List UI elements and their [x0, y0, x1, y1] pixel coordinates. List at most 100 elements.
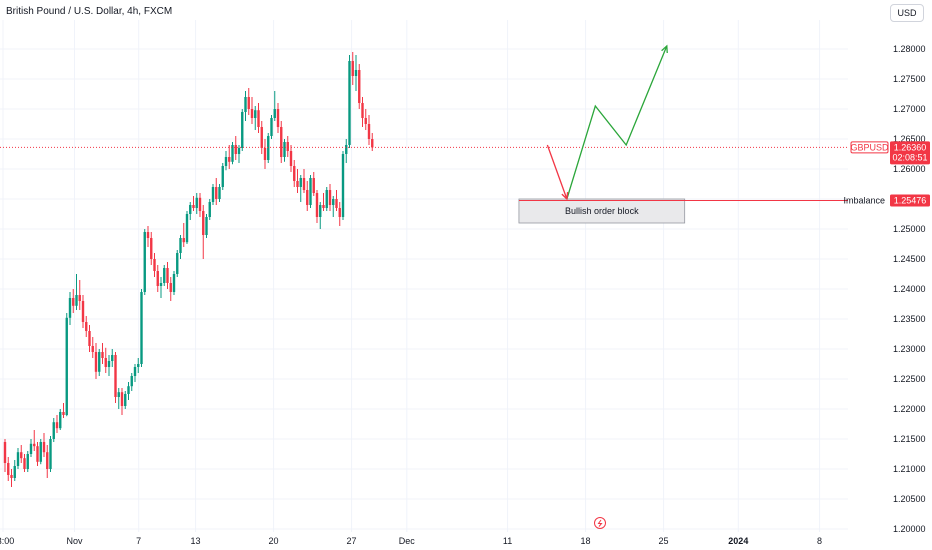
candle-body [264, 148, 266, 160]
symbol-tag-text: GBPUSD [850, 142, 889, 152]
time-tick: 7 [136, 536, 141, 546]
candle-body [82, 301, 84, 322]
candle-body [75, 295, 77, 306]
candle-body [36, 446, 38, 462]
current-price-value: 1.26360 [894, 142, 927, 152]
price-tick: 1.22000 [893, 404, 926, 414]
candle-body [7, 463, 9, 475]
candle-body [342, 154, 344, 217]
candle-body [257, 110, 259, 127]
time-tick: 20 [269, 536, 279, 546]
candle-body [280, 127, 282, 157]
candle-body [69, 298, 71, 318]
price-tick: 1.27000 [893, 104, 926, 114]
price-tick: 1.21500 [893, 434, 926, 444]
time-tick: 18 [581, 536, 591, 546]
candle-body [27, 454, 29, 469]
candle-body [332, 199, 334, 205]
candle-body [163, 268, 165, 283]
candle-body [40, 442, 42, 462]
candle-body [267, 136, 269, 160]
candle-body [144, 232, 146, 292]
candle-body [335, 199, 337, 208]
candle-body [254, 110, 256, 118]
candle-body [179, 238, 181, 253]
price-tick: 1.22500 [893, 374, 926, 384]
candle-body [244, 97, 246, 112]
candle-body [124, 394, 126, 406]
candle-body [59, 412, 61, 428]
candle-body [72, 298, 74, 306]
candle-body [85, 322, 87, 331]
price-tick: 1.26000 [893, 164, 926, 174]
candle-body [10, 475, 12, 478]
candle-body [251, 109, 253, 118]
price-tick: 1.20000 [893, 524, 926, 534]
candle-body [270, 118, 272, 136]
candle-body [157, 271, 159, 286]
time-tick: 13:00 [0, 536, 14, 546]
candle-body [140, 292, 142, 364]
candle-body [329, 190, 331, 205]
candle-body [235, 145, 237, 154]
candle-body [160, 283, 162, 286]
currency-button[interactable]: USD [890, 4, 924, 22]
candle-body [358, 70, 360, 103]
candle-body [108, 361, 110, 367]
order-block-label: Bullish order block [565, 206, 639, 216]
candle-body [196, 198, 198, 208]
candle-body [205, 217, 207, 235]
candle-body [296, 181, 298, 187]
candle-body [339, 208, 341, 217]
projection-up-line [567, 46, 667, 199]
candle-body [189, 205, 191, 214]
candle-body [306, 190, 308, 205]
candle-body [137, 364, 139, 367]
candle-body [46, 452, 48, 469]
candle-body [127, 386, 129, 394]
candle-body [118, 392, 120, 397]
candle-body [49, 439, 51, 469]
candle-body [30, 444, 32, 454]
candle-body [212, 187, 214, 202]
candle-body [53, 422, 55, 439]
candle-body [17, 452, 19, 466]
price-tick: 1.25000 [893, 224, 926, 234]
candle-body [170, 283, 172, 292]
candle-body [248, 97, 250, 109]
candle-body [290, 151, 292, 166]
price-tick: 1.24500 [893, 254, 926, 264]
bar-countdown: 02:08:51 [892, 152, 927, 162]
candle-body [131, 376, 133, 386]
price-tick: 1.20500 [893, 494, 926, 504]
candle-body [79, 295, 81, 301]
candle-body [319, 205, 321, 217]
candle-body [238, 148, 240, 154]
candle-body [199, 198, 201, 211]
candle-body [101, 352, 103, 358]
time-tick: 11 [503, 536, 512, 546]
candle-body [322, 205, 324, 208]
candle-body [153, 259, 155, 271]
time-tick: 8 [817, 536, 822, 546]
candle-body [43, 442, 45, 452]
candle-body [150, 238, 152, 259]
candle-body [277, 109, 279, 127]
time-axis[interactable]: 13:00 Nov 7 13 20 27 Dec 11 18 25 2024 8 [0, 536, 822, 546]
candle-body [105, 358, 107, 367]
candle-body [66, 318, 68, 415]
candle-body [166, 268, 168, 283]
grid [0, 20, 848, 532]
candle-body [241, 112, 243, 148]
candle-body [283, 142, 285, 157]
candle-body [225, 157, 227, 166]
candle-body [293, 166, 295, 181]
price-axis[interactable]: 1.280001.275001.270001.265001.260001.255… [893, 44, 926, 534]
candle-body [352, 61, 354, 76]
price-tick: 1.21000 [893, 464, 926, 474]
time-tick: Nov [66, 536, 83, 546]
candle-body [134, 367, 136, 376]
candle-body [183, 238, 185, 242]
candle-body [326, 190, 328, 208]
